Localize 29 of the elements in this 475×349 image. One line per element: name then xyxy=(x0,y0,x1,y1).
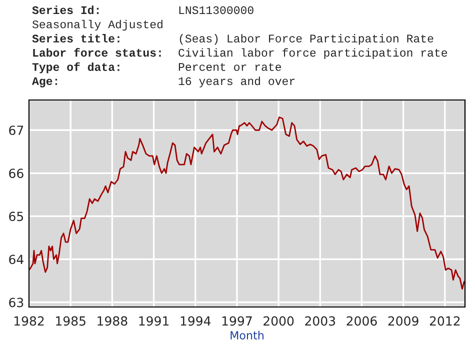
x-tick-label: 1988 xyxy=(98,316,128,326)
x-tick-label: 1991 xyxy=(139,316,169,326)
text: 16 years and over xyxy=(178,76,295,88)
x-tick-label: 2009 xyxy=(388,316,418,326)
text: Labor force status: xyxy=(33,48,161,57)
x-tick-label: 2003 xyxy=(305,316,336,326)
x-tick-label: 1994 xyxy=(180,316,211,326)
y-tick-label: 65 xyxy=(9,212,24,222)
line-series xyxy=(29,116,465,290)
text: LNS11300000 xyxy=(179,6,254,14)
y-tick-label: 63 xyxy=(9,298,24,308)
y-tick-label: 66 xyxy=(9,168,24,178)
text: Seasonally Adjusted xyxy=(32,20,162,31)
text: (Seas) Labor Force Participation Rate xyxy=(180,34,434,45)
x-tick-label: 2000 xyxy=(264,316,294,326)
x-tick-label: 2006 xyxy=(346,316,377,326)
x-tick-label: 1985 xyxy=(56,316,86,326)
y-tick-label: 64 xyxy=(9,254,24,264)
text: Civilian labor force participation rate xyxy=(178,48,448,59)
text: Series title: xyxy=(32,34,120,42)
text: Age: xyxy=(32,77,58,88)
text: Percent or rate xyxy=(178,63,282,71)
text: Type of data: xyxy=(32,62,120,74)
y-tick-label: 67 xyxy=(9,126,24,136)
x-axis-title: Month xyxy=(230,330,264,340)
x-tick-label: 1997 xyxy=(222,316,252,326)
x-tick-label: 1982 xyxy=(14,316,44,326)
text: Series Id: xyxy=(32,6,99,14)
x-tick-label: 2012 xyxy=(430,316,460,326)
